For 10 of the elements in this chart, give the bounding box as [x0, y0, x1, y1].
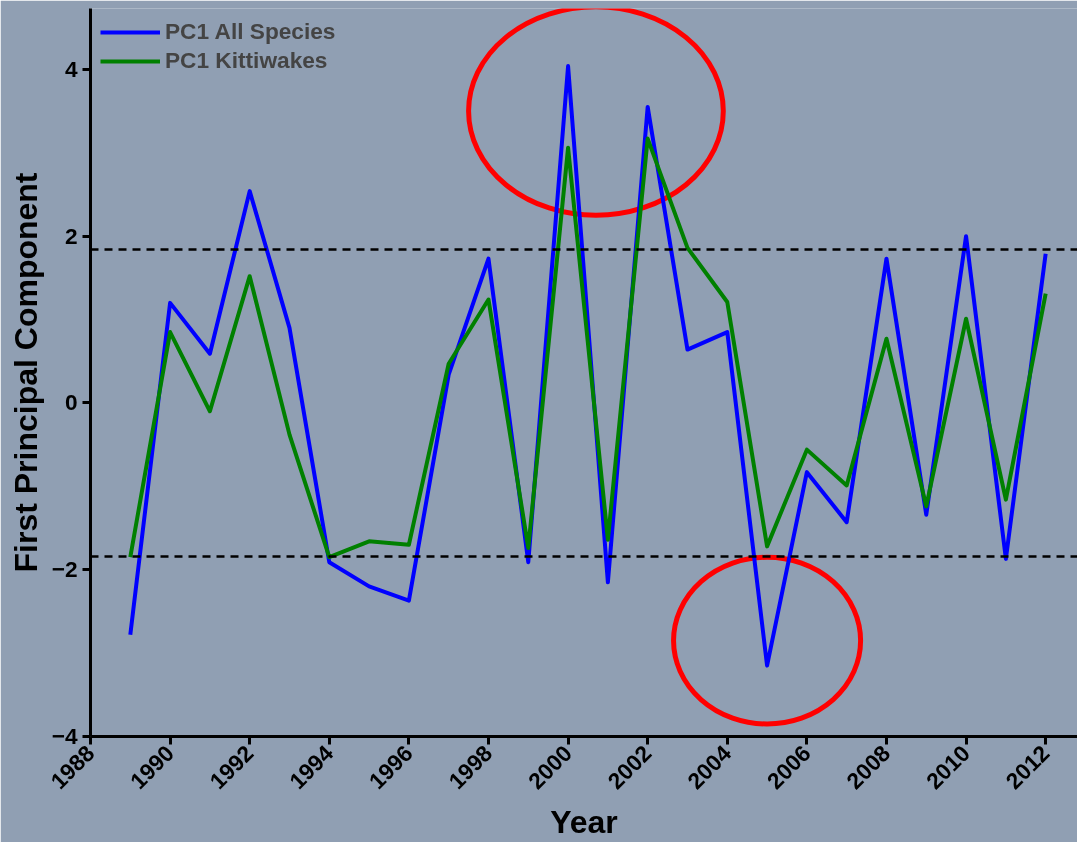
- y-tick-label: 2: [64, 222, 78, 249]
- y-tick-label: 0: [64, 389, 78, 416]
- y-tick-label: −4: [51, 723, 78, 749]
- y-tick-label: 4: [64, 55, 78, 82]
- legend-label: PC1 Kittiwakes: [165, 47, 328, 74]
- legend-label: PC1 All Species: [165, 18, 336, 45]
- y-axis-title: First Principal Component: [7, 172, 44, 573]
- y-tick-label: −2: [51, 556, 78, 583]
- line-series: [128, 136, 1048, 560]
- x-axis-title: Year: [550, 803, 618, 840]
